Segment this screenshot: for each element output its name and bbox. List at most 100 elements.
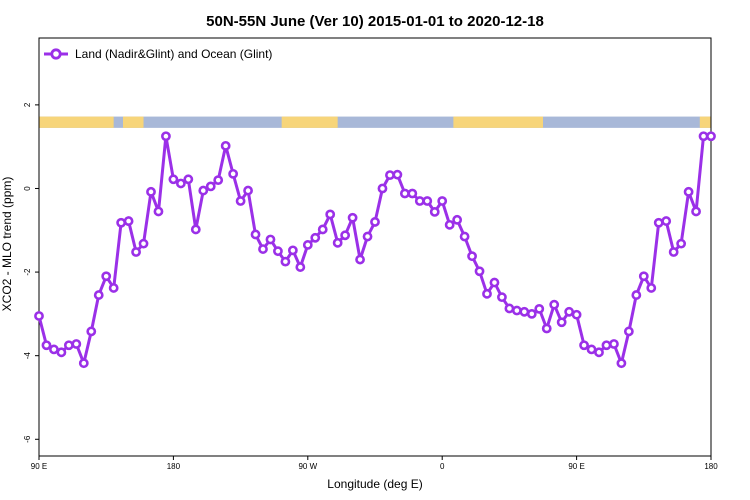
series-points (34, 131, 716, 369)
data-point (273, 246, 283, 257)
x-axis-label: Longitude (deg E) (327, 477, 422, 491)
land-band (39, 116, 711, 128)
legend-label: Land (Nadir&Glint) and Ocean (Glint) (75, 47, 272, 61)
data-point (497, 292, 507, 303)
data-point (34, 311, 44, 321)
data-point (616, 358, 627, 369)
data-point (601, 340, 612, 351)
data-point (691, 206, 701, 217)
data-point (280, 256, 291, 267)
data-point (302, 240, 313, 250)
plot-frame (38, 37, 712, 457)
data-point (56, 347, 67, 358)
data-point (631, 290, 642, 300)
data-point (49, 344, 59, 355)
data-point (138, 238, 149, 249)
data-point (198, 185, 209, 196)
data-point (407, 188, 418, 199)
data-point (422, 196, 433, 206)
x-tick-label: 90 E (31, 462, 47, 471)
data-point (205, 181, 216, 192)
data-point (317, 224, 328, 235)
data-point (399, 188, 410, 199)
data-point (175, 178, 186, 189)
y-axis: -6 -4 -2 0 2 (23, 102, 39, 443)
data-point (287, 245, 298, 256)
data-point (71, 339, 82, 349)
data-point (459, 231, 470, 242)
data-point (549, 299, 560, 310)
data-point (310, 232, 321, 243)
land-segment (281, 116, 338, 128)
data-point (698, 131, 709, 142)
data-point (661, 216, 672, 226)
data-point (504, 303, 515, 314)
x-tick-label: 0 (440, 462, 445, 471)
data-point (153, 206, 164, 217)
data-point (623, 326, 634, 337)
data-point (482, 288, 492, 299)
y-tick-label: 0 (23, 186, 32, 191)
data-point (131, 247, 141, 257)
data-point (228, 168, 239, 179)
data-point (332, 237, 343, 248)
data-point (265, 234, 276, 245)
data-point (474, 266, 485, 277)
land-segment (699, 116, 711, 128)
data-point (653, 217, 664, 228)
data-point (161, 131, 171, 142)
data-point (243, 185, 253, 196)
data-point (414, 196, 425, 206)
data-point (437, 196, 448, 206)
data-point (571, 309, 582, 320)
data-point (325, 209, 336, 220)
data-point (258, 244, 268, 254)
data-point (78, 358, 89, 369)
x-tick-label: 180 (167, 462, 181, 471)
x-tick-label: 90 W (298, 462, 317, 471)
data-point (190, 224, 201, 235)
data-point (86, 326, 97, 337)
legend-marker (50, 48, 62, 60)
data-point (355, 254, 365, 265)
data-point (467, 251, 477, 262)
data-point (168, 174, 179, 185)
data-point (385, 170, 395, 181)
data-point (706, 131, 716, 142)
data-point (146, 186, 156, 197)
data-point (646, 283, 657, 293)
data-point (250, 229, 261, 240)
data-point (429, 206, 440, 217)
data-point (586, 344, 597, 355)
data-point (638, 271, 649, 282)
data-point (392, 169, 403, 180)
data-point (377, 183, 388, 194)
ocean-band (39, 116, 711, 128)
land-ocean-band (39, 116, 711, 128)
chart-title: 50N-55N June (Ver 10) 2015-01-01 to 2020… (206, 13, 544, 30)
data-point (668, 247, 679, 257)
y-tick-label: -2 (23, 268, 32, 276)
data-point (564, 306, 575, 317)
data-point (556, 317, 567, 328)
x-tick-label: 180 (704, 462, 718, 471)
data-point (213, 175, 224, 186)
data-point (683, 186, 694, 197)
data-point (452, 214, 463, 225)
land-segment (123, 116, 144, 128)
land-segment (39, 116, 114, 128)
data-point (63, 340, 74, 351)
data-point (116, 217, 127, 228)
x-axis: 90 E 180 90 W 0 90 E 180 (31, 456, 718, 471)
data-point (489, 277, 500, 288)
y-axis-label: XCO2 - MLO trend (ppm) (0, 177, 14, 312)
data-point (526, 308, 537, 319)
data-point (519, 306, 530, 317)
data-point (340, 230, 351, 241)
data-point (108, 283, 119, 293)
x-tick-label: 90 E (568, 462, 584, 471)
data-point (541, 323, 552, 334)
data-point (534, 303, 545, 314)
legend: Land (Nadir&Glint) and Ocean (Glint) (44, 47, 272, 61)
